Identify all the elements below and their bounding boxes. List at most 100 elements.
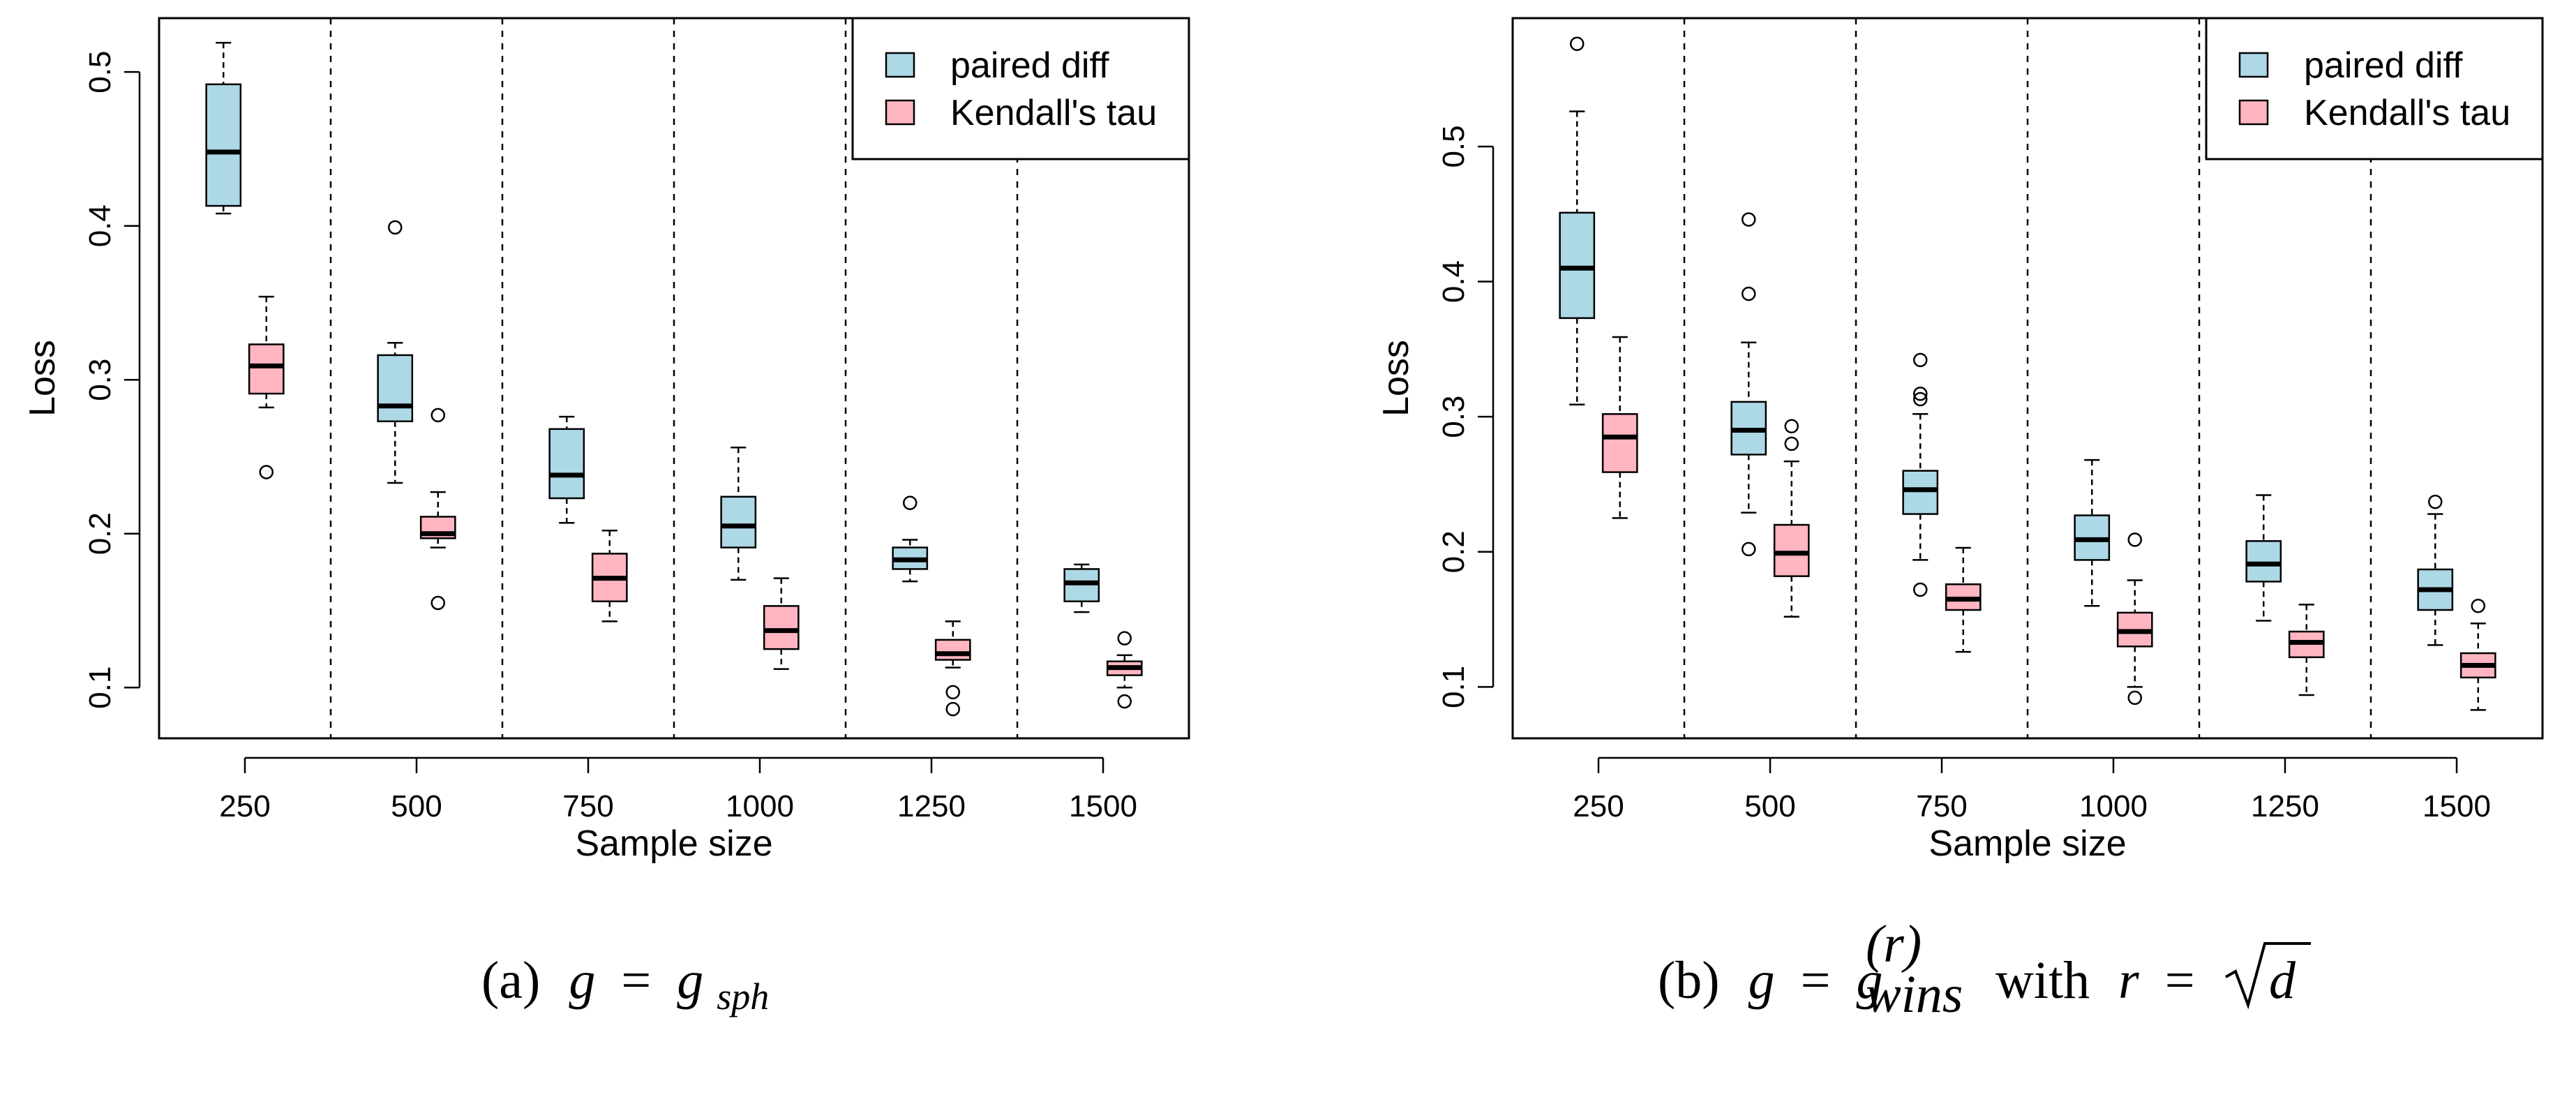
outlier-point: [430, 595, 445, 611]
caption-a-label: (a): [481, 951, 540, 1010]
box-kendalls-tau-250: [248, 295, 285, 479]
panel-b-plot-frame: [1511, 17, 2544, 740]
caption-a-g: g: [569, 951, 595, 1010]
x-tick-label: 750: [1916, 789, 1967, 823]
legend-swatch-paired-diff: [885, 52, 915, 78]
outlier-point: [2428, 494, 2443, 509]
panel-b-boxes: [1559, 36, 2496, 711]
x-tick-label: 1250: [897, 789, 966, 823]
panel-a: 0.1 0.2 0.3 0.4 0.5 250 500 750 1000 1250 1500 Sa…: [22, 17, 1190, 864]
box-paired-diff-250: [1559, 36, 1596, 406]
outlier-point: [1913, 352, 1928, 368]
y-tick-label: 0.3: [1437, 396, 1471, 438]
y-tick-label: 0.5: [1437, 125, 1471, 167]
outlier-point: [259, 465, 274, 479]
panel-a-boxes: [205, 42, 1143, 717]
caption-b-g: g: [1748, 951, 1775, 1010]
x-tick-label: 1000: [726, 789, 794, 823]
box-kendalls-tau-1000: [763, 577, 800, 671]
y-tick-label: 0.3: [83, 359, 117, 401]
box-iqr: [934, 639, 971, 661]
caption-b-g2: g: [1857, 951, 1883, 1010]
legend-label-paired-diff: paired diff: [950, 45, 1109, 86]
outlier-point: [1742, 212, 1756, 227]
caption-b-sub: wins: [1866, 965, 1963, 1024]
legend-label-paired-diff: paired diff: [2304, 45, 2463, 86]
panel-b-y-axis-title: Loss: [1376, 340, 1416, 417]
legend-swatch-kendalls-tau: [885, 99, 915, 126]
box-kendalls-tau-1500: [2459, 599, 2496, 711]
box-iqr: [2245, 540, 2282, 583]
caption-b-label: (b): [1658, 951, 1720, 1010]
y-tick-label: 0.2: [83, 512, 117, 555]
box-iqr: [248, 343, 285, 395]
outlier-point: [1913, 391, 1928, 407]
caption-b-d: d: [2269, 951, 2296, 1010]
caption-a-g2: g: [677, 951, 703, 1010]
x-tick-label: 1500: [2423, 789, 2491, 823]
caption-b-with: with: [1995, 951, 2090, 1010]
outlier-point: [2471, 599, 2485, 613]
box-paired-diff-500: [1730, 212, 1767, 557]
svg-text:with r =: with r =: [1995, 951, 2195, 1010]
caption-b-sqrt-sign: [2225, 942, 2311, 1010]
y-tick-label: 0.4: [1437, 260, 1471, 303]
outlier-point: [2127, 690, 2142, 706]
legend-frame: [851, 17, 1190, 161]
y-tick-label: 0.5: [83, 51, 117, 94]
box-paired-diff-1000: [720, 446, 757, 581]
x-tick-label: 1250: [2251, 789, 2319, 823]
panel-a-x-axis-title: Sample size: [575, 823, 772, 864]
caption-a-sub: sph: [717, 976, 769, 1017]
panel-a-legend: paired diff Kendall's tau: [851, 17, 1190, 161]
box-kendalls-tau-1000: [2116, 532, 2153, 706]
box-kendalls-tau-1500: [1106, 631, 1143, 709]
y-tick-label: 0.1: [1437, 666, 1471, 708]
box-kendalls-tau-1250: [2288, 604, 2325, 696]
outlier-point: [1784, 436, 1799, 452]
svg-text:(b) g = g: (b) g = g: [1658, 951, 1883, 1010]
box-paired-diff-1500: [1063, 563, 1100, 613]
outlier-point: [430, 408, 445, 423]
box-paired-diff-1250: [892, 495, 929, 583]
caption-b-eq2: =: [2165, 951, 2195, 1010]
outlier-point: [1742, 286, 1756, 301]
outlier-point: [2127, 532, 2142, 547]
outlier-point: [388, 220, 403, 235]
legend-frame: [2205, 17, 2544, 161]
y-tick-label: 0.1: [83, 666, 117, 709]
x-tick-label: 750: [562, 789, 613, 823]
caption-b: (b) g = g (r) wins with r = d: [1658, 915, 2311, 1024]
box-iqr: [1773, 523, 1810, 577]
box-kendalls-tau-1250: [934, 620, 971, 717]
box-iqr: [763, 605, 800, 650]
outlier-point: [1913, 387, 1928, 401]
legend-swatch-paired-diff: [2238, 52, 2269, 78]
panel-b: 0.1 0.2 0.3 0.4 0.5 250 500 750 1000 1250 1500 Sa…: [1376, 17, 2544, 864]
panel-a-y-axis-title: Loss: [22, 340, 63, 417]
outlier-point: [1117, 694, 1132, 709]
box-kendalls-tau-500: [419, 408, 456, 611]
outlier-point: [1570, 36, 1585, 52]
panel-a-y-axis: 0.1 0.2 0.3 0.4 0.5: [83, 51, 141, 709]
caption-a: (a) g = g sph: [481, 951, 769, 1017]
panel-a-plot-frame: [158, 17, 1190, 740]
box-kendalls-tau-750: [591, 530, 628, 622]
legend-swatch-kendalls-tau: [2238, 99, 2269, 126]
panel-b-x-axis: 250 500 750 1000 1250 1500: [1573, 756, 2491, 823]
panel-b-x-axis-title: Sample size: [1929, 823, 2126, 864]
box-paired-diff-1000: [2074, 458, 2111, 607]
y-tick-label: 0.2: [1437, 530, 1471, 573]
outlier-point: [945, 685, 960, 700]
caption-b-sup: (r): [1866, 915, 1922, 973]
x-tick-label: 500: [391, 789, 442, 823]
y-tick-label: 0.4: [83, 204, 117, 247]
x-tick-label: 500: [1744, 789, 1795, 823]
box-paired-diff-1250: [2245, 494, 2282, 622]
legend-label-kendalls-tau: Kendall's tau: [950, 93, 1157, 133]
box-iqr: [1902, 470, 1939, 515]
panel-a-x-axis: 250 500 750 1000 1250 1500: [219, 756, 1137, 823]
box-iqr: [205, 83, 242, 207]
box-iqr: [377, 354, 414, 422]
